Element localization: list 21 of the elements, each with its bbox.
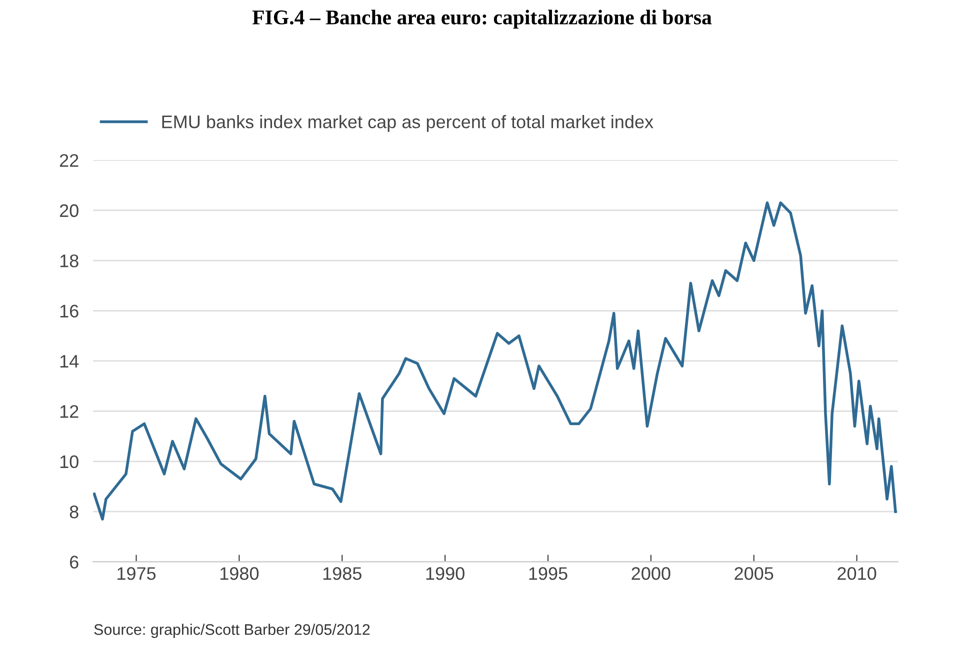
x-tick-label: 2000 (632, 567, 670, 580)
y-tick-label: 20 (60, 204, 78, 218)
x-tick-label: 1980 (220, 567, 259, 580)
y-tick-label: 18 (60, 254, 78, 268)
x-tick-label: 2005 (734, 567, 774, 580)
source-note: Source: graphic/Scott Barber 29/05/2012 (94, 624, 370, 638)
x-tick-label: 1975 (118, 567, 156, 580)
chart-title: FIG.4 – Banche area euro: capitalizzazione di borsa (252, 10, 712, 29)
x-tick-label: 2010 (838, 567, 876, 580)
x-tick-label: 1990 (426, 567, 464, 580)
y-tick-label: 16 (60, 304, 78, 318)
y-tick-label: 22 (60, 154, 78, 167)
legend-label: EMU banks index market cap as percent of total market index (162, 115, 654, 132)
line-series (93, 201, 897, 521)
y-tick-label: 14 (60, 355, 79, 368)
y-tick-label: 6 (70, 556, 78, 569)
x-tick-label: 1985 (323, 567, 362, 580)
y-tick-label: 10 (60, 455, 78, 468)
y-tick-label: 12 (60, 405, 78, 418)
y-tick-label: 8 (70, 506, 78, 518)
x-tick-label: 1995 (529, 567, 568, 580)
